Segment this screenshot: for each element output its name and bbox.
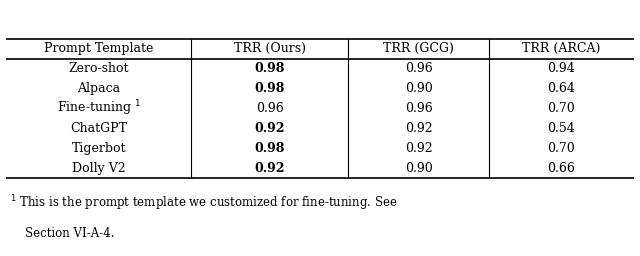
Text: ChatGPT: ChatGPT (70, 122, 127, 135)
Text: 0.70: 0.70 (548, 142, 575, 155)
Text: Alpaca: Alpaca (77, 82, 120, 95)
Text: 0.98: 0.98 (255, 142, 285, 155)
Text: 0.96: 0.96 (256, 102, 284, 115)
Text: Prompt Template: Prompt Template (44, 42, 154, 55)
Text: 0.70: 0.70 (548, 102, 575, 115)
Text: 0.92: 0.92 (255, 122, 285, 135)
Text: Fine-tuning $^{1}$: Fine-tuning $^{1}$ (57, 99, 141, 118)
Text: 0.66: 0.66 (548, 162, 575, 175)
Text: 0.90: 0.90 (405, 162, 433, 175)
Text: 0.54: 0.54 (548, 122, 575, 135)
Text: 0.92: 0.92 (255, 162, 285, 175)
Text: TRR (GCG): TRR (GCG) (383, 42, 454, 55)
Text: Zero-shot: Zero-shot (68, 62, 129, 75)
Text: 0.98: 0.98 (255, 82, 285, 95)
Text: Section VI-A-4.: Section VI-A-4. (25, 227, 115, 240)
Text: 0.96: 0.96 (405, 102, 433, 115)
Text: 0.98: 0.98 (255, 62, 285, 75)
Text: TRR (ARCA): TRR (ARCA) (522, 42, 601, 55)
Text: 0.92: 0.92 (405, 142, 433, 155)
Text: $^{1}$ This is the prompt template we customized for fine-tuning. See: $^{1}$ This is the prompt template we cu… (10, 194, 397, 213)
Text: TRR (Ours): TRR (Ours) (234, 42, 306, 55)
Text: 0.90: 0.90 (405, 82, 433, 95)
Text: Tigerbot: Tigerbot (72, 142, 126, 155)
Text: 0.64: 0.64 (548, 82, 575, 95)
Text: 0.94: 0.94 (548, 62, 575, 75)
Text: Dolly V2: Dolly V2 (72, 162, 125, 175)
Text: 0.92: 0.92 (405, 122, 433, 135)
Text: 0.96: 0.96 (405, 62, 433, 75)
